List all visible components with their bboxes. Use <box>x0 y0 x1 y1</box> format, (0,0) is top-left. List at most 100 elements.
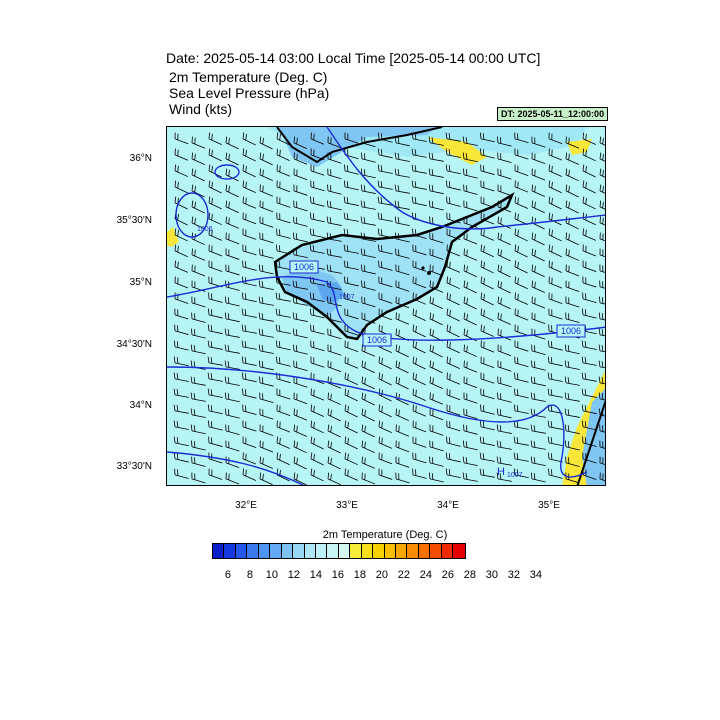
wind-barb <box>258 360 274 371</box>
colorbar-label: 6 <box>224 569 231 581</box>
wind-barb <box>242 244 257 256</box>
wind-barb <box>293 440 307 454</box>
isobar-1007-southwest <box>167 451 305 485</box>
wind-barb <box>207 340 223 350</box>
wind-barb <box>395 440 410 453</box>
wind-barb <box>463 264 477 278</box>
wind-barb <box>497 360 512 372</box>
wind-barb <box>225 296 240 307</box>
wind-barb <box>191 440 206 451</box>
wind-barb <box>293 424 307 437</box>
wind-barb <box>395 456 410 468</box>
colorbar-label: 20 <box>375 569 389 581</box>
wind-barb <box>565 280 580 292</box>
wind-barb <box>394 168 410 178</box>
wind-barb <box>480 180 495 192</box>
wind-barb <box>445 164 461 175</box>
wind-barb <box>547 388 563 398</box>
wind-barb <box>394 216 410 227</box>
wind-barb <box>412 340 426 354</box>
wind-barb <box>429 440 444 452</box>
wind-barb <box>412 308 426 322</box>
warm-patch-northeast <box>567 139 592 155</box>
isobar-label-box-3 <box>556 324 586 338</box>
wind-barb <box>208 148 222 162</box>
wind-barb <box>173 436 189 447</box>
wind-barb <box>531 152 546 165</box>
wind-barb <box>513 452 529 462</box>
wind-barb <box>208 292 223 303</box>
wind-barb <box>531 168 546 181</box>
field-label-pressure: Sea Level Pressure (hPa) <box>169 85 330 101</box>
wind-barb <box>259 456 273 469</box>
wind-barb <box>514 340 529 352</box>
wind-barb <box>530 440 546 450</box>
colorbar-label: 28 <box>463 569 477 581</box>
wind-barb <box>480 148 495 159</box>
wind-barb <box>599 280 605 291</box>
wind-barb <box>547 420 563 430</box>
wind-barb <box>310 324 325 335</box>
colorbar-swatch <box>350 544 362 558</box>
wind-barb <box>360 264 376 275</box>
wind-barb <box>599 264 605 276</box>
wind-barb <box>480 260 494 274</box>
wind-barb <box>513 436 529 446</box>
wind-barb <box>208 436 223 447</box>
wind-barb <box>497 168 512 180</box>
wind-barb <box>259 248 274 259</box>
wind-barb <box>258 312 274 322</box>
wind-barb <box>531 360 546 371</box>
wind-barb <box>259 408 274 420</box>
wind-barb <box>224 392 240 403</box>
wind-barb <box>514 164 529 176</box>
wind-barb <box>327 184 342 195</box>
wind-barb <box>463 408 478 420</box>
wind-barb <box>480 292 494 306</box>
wind-barb <box>412 436 427 448</box>
isobar-1006-middle <box>167 275 605 341</box>
colorbar-swatch <box>258 544 271 558</box>
wind-barb <box>327 408 341 422</box>
wind-barb <box>514 180 529 193</box>
wind-barb <box>378 420 392 434</box>
wind-barb <box>276 164 291 177</box>
wind-barb <box>326 200 342 211</box>
wind-barb <box>310 436 324 450</box>
wind-barb <box>310 132 325 145</box>
wind-barb <box>191 248 206 261</box>
wind-barb <box>480 404 495 415</box>
wind-barb <box>259 168 273 181</box>
wind-barb <box>361 296 376 308</box>
colorbar-swatch <box>361 544 374 558</box>
wind-barb <box>582 132 596 145</box>
wind-barb <box>548 244 562 258</box>
colorbar-label: 8 <box>246 569 253 581</box>
wind-barb <box>565 168 579 182</box>
wind-barb <box>378 404 392 418</box>
wind-barb <box>446 356 460 369</box>
wind-barb <box>446 196 461 207</box>
wind-barb <box>429 280 444 293</box>
wind-barb <box>463 376 478 389</box>
wind-barb <box>360 216 376 226</box>
wind-barb <box>377 244 393 255</box>
wind-barb <box>343 260 359 270</box>
wind-barb <box>343 212 359 222</box>
wind-barb <box>293 200 308 212</box>
wind-barb <box>446 180 461 191</box>
wind-barb <box>599 456 605 468</box>
wind-barb <box>564 360 580 370</box>
wind-barb <box>514 356 529 368</box>
chart-title: Date: 2025-05-14 03:00 Local Time [2025-… <box>166 50 541 66</box>
wind-barb <box>344 308 359 320</box>
wind-barb <box>378 356 392 370</box>
wind-barb <box>564 392 580 402</box>
wind-barb <box>497 264 511 278</box>
wind-barb <box>361 424 375 438</box>
wind-barb <box>599 136 605 150</box>
lat-label-33-30n: 33°30'N <box>116 461 152 472</box>
wind-barb <box>395 360 409 374</box>
wind-barb <box>496 440 512 450</box>
wind-barb <box>513 404 529 414</box>
